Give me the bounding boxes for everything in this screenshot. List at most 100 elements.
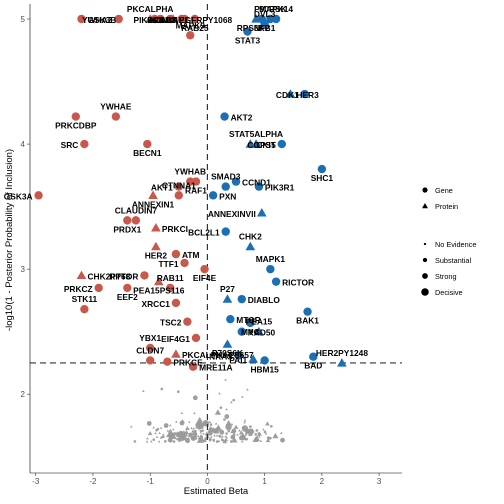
- data-point-cdk1: [300, 89, 309, 99]
- data-point-cops5: [277, 139, 287, 149]
- background-point: [193, 431, 196, 434]
- background-point: [163, 423, 169, 428]
- legend-key-protein: [422, 203, 428, 209]
- background-point: [241, 440, 244, 443]
- point-label-nras: NRAS: [209, 351, 233, 361]
- data-point-acaca: [180, 14, 189, 24]
- background-point: [232, 433, 236, 436]
- background-point: [236, 433, 239, 436]
- legend-size-label: No Evidence: [435, 240, 476, 249]
- x-tick-label: -3: [32, 477, 40, 486]
- point-label-rad50: RAD50: [248, 328, 276, 338]
- background-point: [196, 437, 203, 443]
- background-point: [200, 435, 204, 439]
- data-point-nras: [234, 351, 244, 360]
- legend-size-label: Substantial: [435, 256, 471, 265]
- data-point-eif4e: [200, 264, 209, 274]
- point-label-her2: HER2: [145, 251, 168, 261]
- point-label-prkci: PRKCI: [162, 224, 188, 234]
- point-label-diablo: DIABLO: [248, 295, 281, 305]
- legend-size-label: Decisive: [435, 288, 463, 297]
- point-label-rps6kb1: RPS6KB1: [237, 23, 276, 33]
- data-point-myc: [246, 318, 255, 328]
- background-point: [192, 427, 195, 430]
- point-label-ywhae: YWHAE: [100, 102, 132, 112]
- x-tick-label: -2: [89, 477, 97, 486]
- background-point: [154, 432, 157, 435]
- background-point: [147, 430, 153, 436]
- data-point-rab25: [190, 14, 200, 24]
- point-label-pai1: PAI1: [229, 355, 247, 365]
- point-label-prkce: PRKCE: [173, 358, 203, 368]
- point-label-prdx1: PRDX1: [113, 224, 141, 234]
- y-axis-title: -log10(1 - Posterior Probability of Incl…: [4, 149, 15, 331]
- data-point-bcl2l1: [221, 227, 230, 236]
- x-tick-label: 1: [262, 477, 267, 486]
- background-point: [169, 424, 172, 427]
- background-point: [230, 423, 234, 426]
- point-label-src: SRC: [61, 140, 79, 150]
- data-point-pai1: [248, 354, 259, 363]
- background-point: [219, 406, 223, 409]
- background-points: [130, 378, 285, 444]
- point-label-bap1: BAP1: [166, 15, 189, 25]
- background-point: [130, 425, 133, 428]
- background-point: [176, 437, 179, 441]
- background-point: [218, 392, 221, 395]
- background-point: [145, 440, 149, 443]
- background-point: [252, 436, 259, 442]
- data-point-prkce: [163, 357, 172, 366]
- background-point: [220, 437, 224, 440]
- background-point: [215, 440, 219, 443]
- background-point: [181, 431, 189, 437]
- data-point-p70s6k: [222, 339, 233, 348]
- background-point: [245, 432, 248, 435]
- legend-size-label: Strong: [435, 272, 457, 281]
- point-label-her2py1248: HER2PY1248: [316, 348, 368, 358]
- data-point-annexin1: [148, 190, 158, 199]
- background-point: [216, 429, 219, 433]
- background-point: [161, 433, 165, 436]
- background-point: [162, 435, 166, 438]
- background-point: [196, 416, 203, 423]
- data-point-hbm15: [260, 356, 269, 365]
- background-point: [159, 436, 163, 439]
- axes: -3 -2 -1 0 1 2 3 2 3 4 5: [21, 4, 402, 486]
- point-label-rab25: RAB25: [181, 23, 209, 33]
- data-point-becn1: [143, 139, 152, 149]
- background-point: [224, 378, 227, 381]
- point-label-mtor: MTOR: [236, 315, 261, 325]
- background-point: [204, 437, 208, 441]
- data-point-bad: [309, 352, 318, 361]
- data-point-annexinvii: [256, 208, 267, 217]
- point-label-rptor: RPTOR: [109, 271, 138, 281]
- point-label-mapk9: MAPK9: [176, 20, 206, 30]
- point-label-mapk14: MAPK14: [259, 4, 293, 14]
- background-point: [240, 437, 244, 440]
- data-point-dvl3: [260, 19, 269, 29]
- legend-key-gene: [422, 187, 428, 193]
- background-point: [274, 435, 278, 438]
- background-point: [255, 429, 259, 432]
- background-point: [158, 431, 161, 434]
- background-point: [160, 387, 164, 391]
- background-point: [242, 436, 248, 441]
- background-point: [230, 434, 236, 440]
- background-point: [157, 440, 161, 443]
- point-label-xrcc1: XRCC1: [142, 299, 171, 309]
- background-point: [264, 432, 268, 435]
- background-point: [156, 427, 160, 431]
- background-point: [250, 428, 255, 433]
- background-point: [166, 429, 170, 432]
- point-label-ccnd1: CCND1: [242, 178, 271, 188]
- data-point-her2py1248: [337, 358, 347, 367]
- data-point-src: [80, 139, 89, 149]
- legend-label-protein: Protein: [435, 202, 458, 211]
- background-point: [255, 435, 259, 438]
- data-point-claudin7: [131, 216, 141, 225]
- point-label-eif4e: EIF4E: [193, 273, 217, 283]
- background-point: [225, 419, 232, 426]
- data-point-xrcc1: [171, 298, 181, 308]
- data-point-ybx1: [145, 343, 155, 353]
- background-point: [180, 411, 184, 415]
